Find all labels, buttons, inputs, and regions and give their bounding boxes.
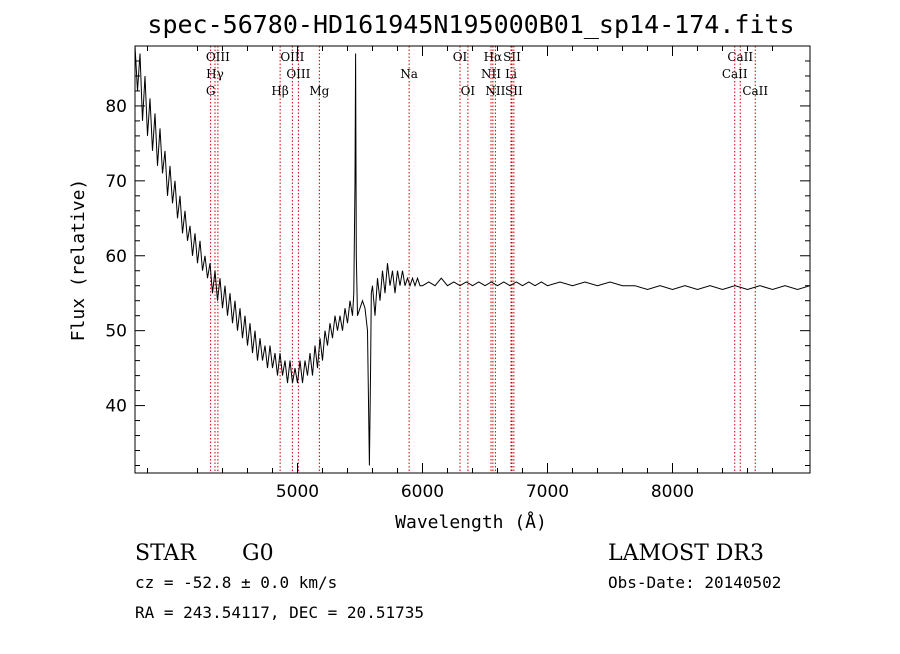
x-tick-label-8000: 8000 (651, 482, 694, 502)
marker-label-14: Li (505, 67, 517, 81)
y-tick-label-80: 80 (105, 97, 127, 117)
marker-label-11: NII (481, 67, 501, 81)
object-class: STAR (135, 541, 197, 566)
marker-label-7: Na (400, 67, 418, 81)
axis-ticks: 5000 6000 7000 8000 40 50 60 70 80 (105, 45, 810, 502)
spectrum-line (134, 45, 811, 466)
marker-label-18: CaII (742, 84, 768, 98)
object-subclass: G0 (242, 541, 274, 566)
marker-label-13: SII (503, 50, 521, 64)
marker-label-0: OIII (206, 50, 230, 64)
marker-label-10: Hα (484, 50, 503, 64)
y-tick-label-40: 40 (105, 397, 127, 417)
redshift-cz: cz = -52.8 ± 0.0 km/s (135, 573, 337, 592)
marker-label-12: NII (485, 84, 505, 98)
y-tick-label-60: 60 (105, 247, 127, 267)
marker-label-2: G (206, 84, 216, 98)
x-tick-label-6000: 6000 (401, 482, 444, 502)
marker-label-15: SII (505, 84, 523, 98)
marker-label-16: CaII (727, 50, 753, 64)
marker-label-3: OIII (280, 50, 304, 64)
marker-label-17: CaII (722, 67, 748, 81)
marker-label-9: OI (461, 84, 476, 98)
survey-name: LAMOST DR3 (608, 541, 764, 566)
ra-dec: RA = 243.54117, DEC = 20.51735 (135, 603, 424, 622)
y-axis-label: Flux (relative) (68, 179, 89, 342)
marker-label-6: Mg (309, 84, 329, 98)
marker-label-8: OI (453, 50, 468, 64)
observation-date: Obs-Date: 20140502 (608, 573, 781, 592)
y-tick-label-50: 50 (105, 322, 127, 342)
marker-label-4: OIII (286, 67, 310, 81)
marker-label-5: Hβ (271, 84, 288, 98)
y-tick-label-70: 70 (105, 172, 127, 192)
x-axis-label: Wavelength (Å) (395, 511, 547, 533)
plot-frame (134, 45, 811, 474)
chart-title: spec-56780-HD161945N195000B01_sp14-174.f… (147, 10, 794, 39)
marker-label-1: Hγ (206, 67, 224, 81)
x-tick-label-7000: 7000 (526, 482, 569, 502)
x-tick-label-5000: 5000 (276, 482, 319, 502)
